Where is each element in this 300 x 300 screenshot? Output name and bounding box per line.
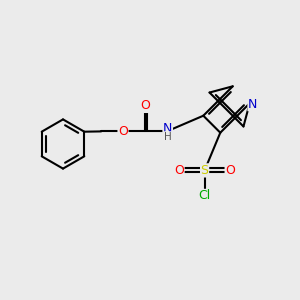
Text: S: S [201,164,208,177]
Text: N: N [163,122,172,135]
Text: O: O [118,125,128,138]
Text: N: N [248,98,257,111]
Text: O: O [174,164,184,177]
Text: H: H [164,132,172,142]
Text: O: O [225,164,235,177]
Text: Cl: Cl [199,189,211,203]
Text: O: O [140,99,150,112]
